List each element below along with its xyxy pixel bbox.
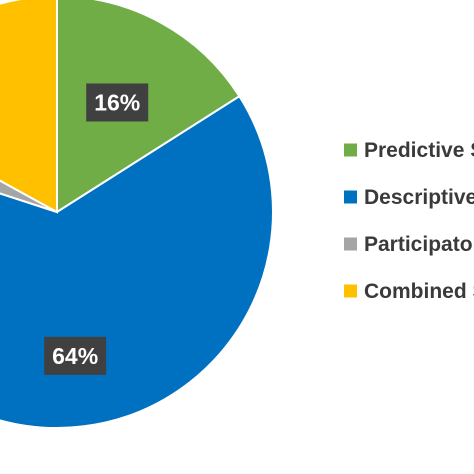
- legend-label: Predictive S: [364, 139, 474, 162]
- data-label-descriptive: 64%: [44, 336, 107, 375]
- legend-swatch: [344, 143, 357, 157]
- data-label-text: 16%: [94, 89, 140, 115]
- data-label-predictive-s: 16%: [86, 83, 149, 122]
- legend-item-descriptive: Descriptive: [344, 186, 474, 209]
- legend-item-combined-s: Combined S: [344, 280, 474, 303]
- legend-label: Combined S: [364, 280, 474, 303]
- data-label-box: [86, 83, 149, 122]
- legend-label: Participato: [364, 233, 473, 256]
- legend-item-participato: Participato: [344, 233, 473, 256]
- pie-slice-combined-s: [0, 0, 58, 214]
- legend-swatch: [344, 284, 357, 298]
- legend-item-predictive-s: Predictive S: [344, 139, 474, 162]
- pie-slices: [0, 0, 274, 429]
- legend-swatch: [344, 237, 357, 251]
- data-labels: 16%64%12%: [44, 83, 149, 375]
- legend: Predictive S Descriptive Participato Combin…: [344, 139, 474, 303]
- data-label-text: 64%: [52, 343, 98, 369]
- legend-label: Descriptive: [364, 186, 474, 209]
- data-label-box: [44, 336, 107, 375]
- legend-swatch: [344, 190, 357, 204]
